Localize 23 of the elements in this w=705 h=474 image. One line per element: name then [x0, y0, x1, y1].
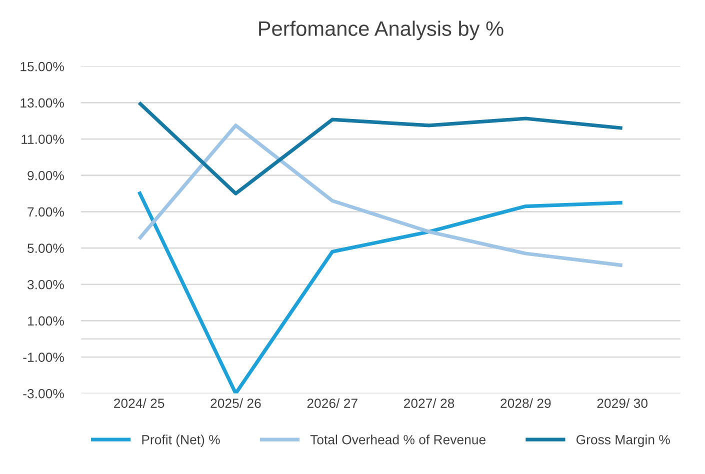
y-tick-label: 11.00% — [22, 134, 64, 144]
y-tick-label: 13.00% — [20, 98, 64, 108]
y-tick-label: 9.00% — [28, 170, 64, 180]
x-tick-label: 2029/ 30 — [597, 398, 648, 408]
y-tick-label: 3.00% — [28, 280, 64, 290]
y-tick-label: 5.00% — [28, 244, 64, 253]
y-tick-label: 15.00% — [20, 62, 64, 72]
chart-title: Perfomance Analysis by % — [259, 20, 504, 40]
x-tick-label: 2026/ 27 — [307, 398, 358, 408]
y-tick-label: -3.00% — [23, 388, 64, 398]
line-series — [137, 124, 624, 268]
x-tick-label: 2027/ 28 — [404, 398, 454, 408]
legend-label: Gross Margin % — [576, 434, 670, 447]
legend-label: Profit (Net) % — [142, 434, 220, 447]
y-tick-label: 7.00% — [28, 207, 64, 217]
x-tick-label: 2028/ 29 — [500, 398, 551, 408]
legend-label: Total Overhead % of Revenue — [310, 434, 486, 444]
line-series — [137, 100, 624, 196]
line-series — [137, 190, 624, 394]
y-tick-label: -1.00% — [23, 352, 64, 362]
x-tick-label: 2024/ 25 — [114, 398, 164, 408]
x-tick-label: 2025/ 26 — [210, 398, 261, 408]
y-tick-label: 1.00% — [28, 316, 64, 326]
